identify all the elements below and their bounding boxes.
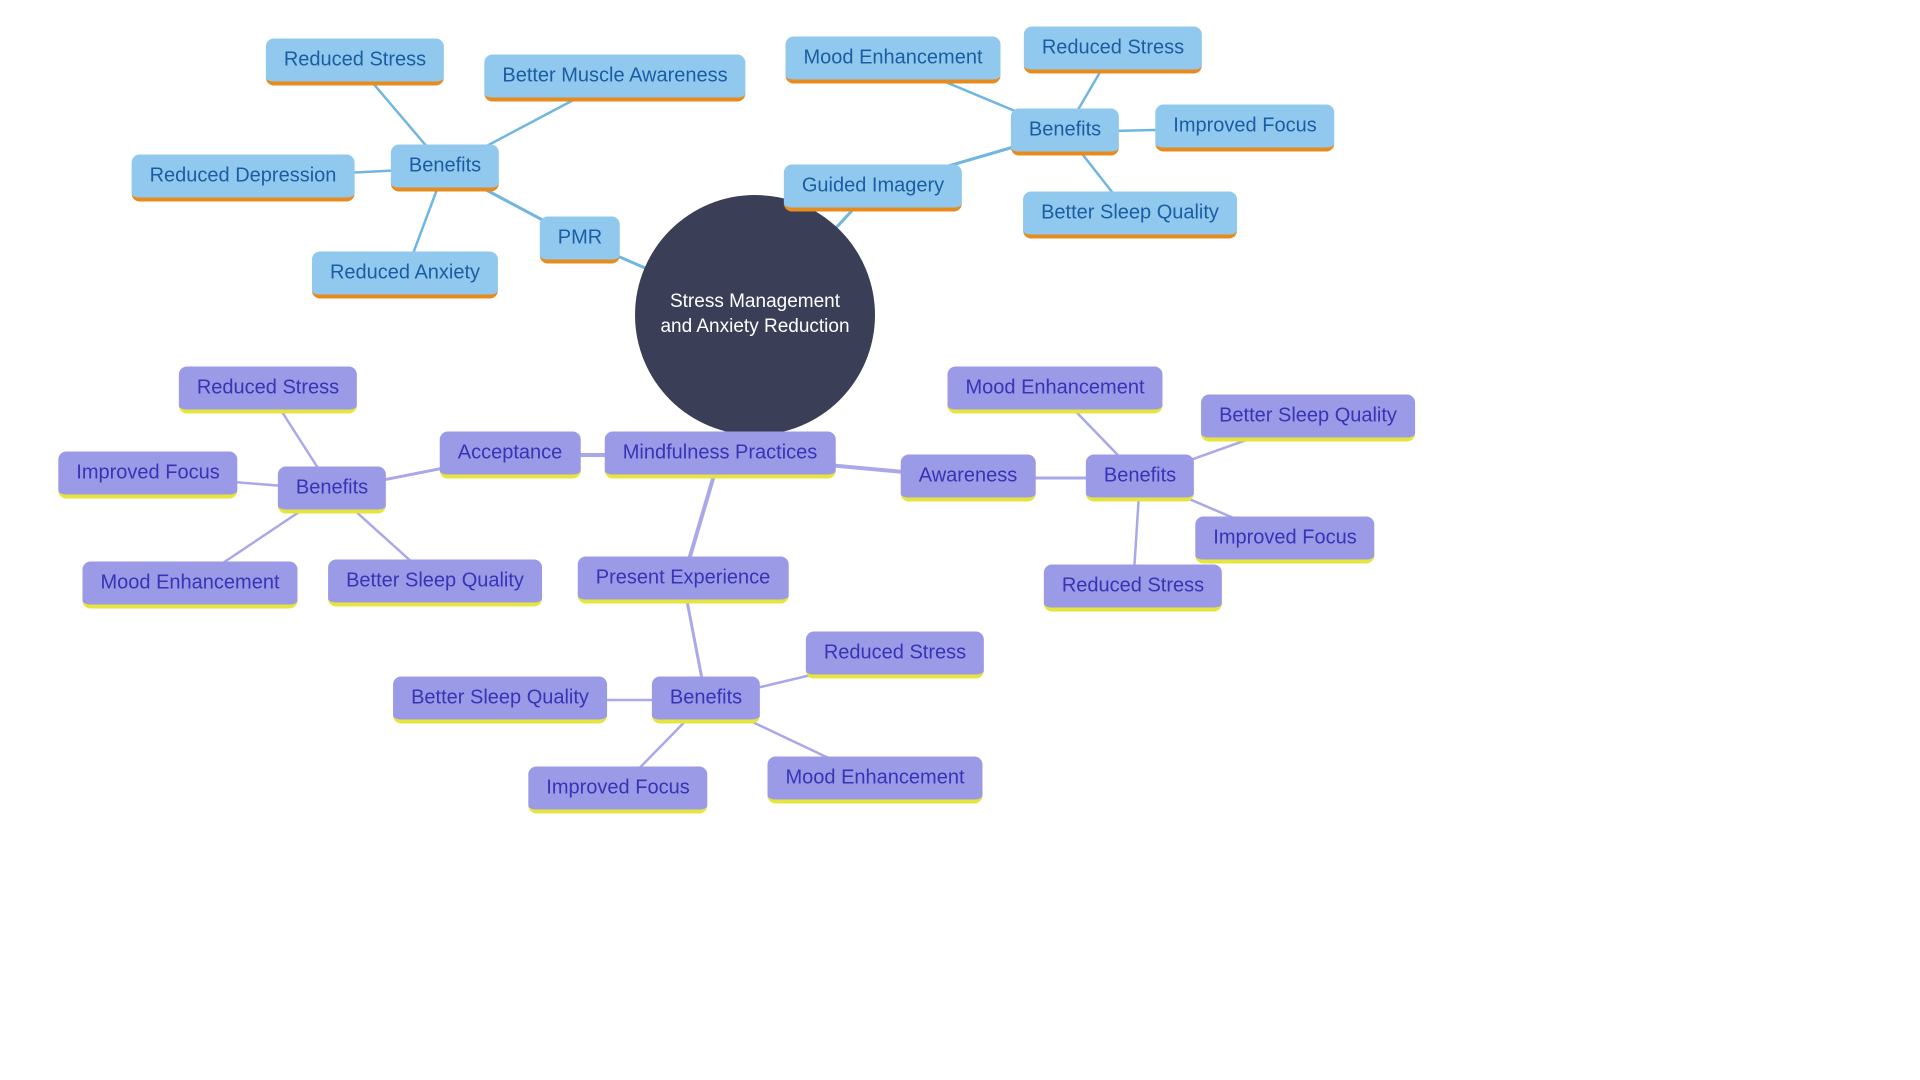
node-mind: Mindfulness Practices	[605, 432, 836, 479]
node-aw_sleep: Better Sleep Quality	[1201, 395, 1415, 442]
node-gi_sleep: Better Sleep Quality	[1023, 192, 1237, 239]
node-aw_focus: Improved Focus	[1195, 517, 1374, 564]
node-pr_sleep: Better Sleep Quality	[393, 677, 607, 724]
node-gi_mood: Mood Enhancement	[785, 37, 1000, 84]
node-accept: Acceptance	[440, 432, 581, 479]
node-pr_benefits: Benefits	[652, 677, 760, 724]
node-gi: Guided Imagery	[784, 165, 962, 212]
node-aware: Awareness	[901, 455, 1036, 502]
node-acc_redstress: Reduced Stress	[179, 367, 357, 414]
node-pmr_muscle: Better Muscle Awareness	[484, 55, 745, 102]
node-acc_sleep: Better Sleep Quality	[328, 560, 542, 607]
node-pmr_reddep: Reduced Depression	[132, 155, 355, 202]
node-gi_redstress: Reduced Stress	[1024, 27, 1202, 74]
node-acc_focus: Improved Focus	[58, 452, 237, 499]
node-pr_mood: Mood Enhancement	[767, 757, 982, 804]
node-aw_redstress: Reduced Stress	[1044, 565, 1222, 612]
node-gi_benefits: Benefits	[1011, 109, 1119, 156]
node-aw_mood: Mood Enhancement	[947, 367, 1162, 414]
node-pmr_benefits: Benefits	[391, 145, 499, 192]
node-acc_mood: Mood Enhancement	[82, 562, 297, 609]
node-pmr_redstress: Reduced Stress	[266, 39, 444, 86]
node-pr_focus: Improved Focus	[528, 767, 707, 814]
node-pr_redstress: Reduced Stress	[806, 632, 984, 679]
node-pmr: PMR	[540, 217, 620, 264]
node-present: Present Experience	[578, 557, 789, 604]
node-acc_benefits: Benefits	[278, 467, 386, 514]
node-aw_benefits: Benefits	[1086, 455, 1194, 502]
center-node: Stress Management and Anxiety Reduction	[635, 195, 875, 435]
node-pmr_redanx: Reduced Anxiety	[312, 252, 498, 299]
node-gi_focus: Improved Focus	[1155, 105, 1334, 152]
